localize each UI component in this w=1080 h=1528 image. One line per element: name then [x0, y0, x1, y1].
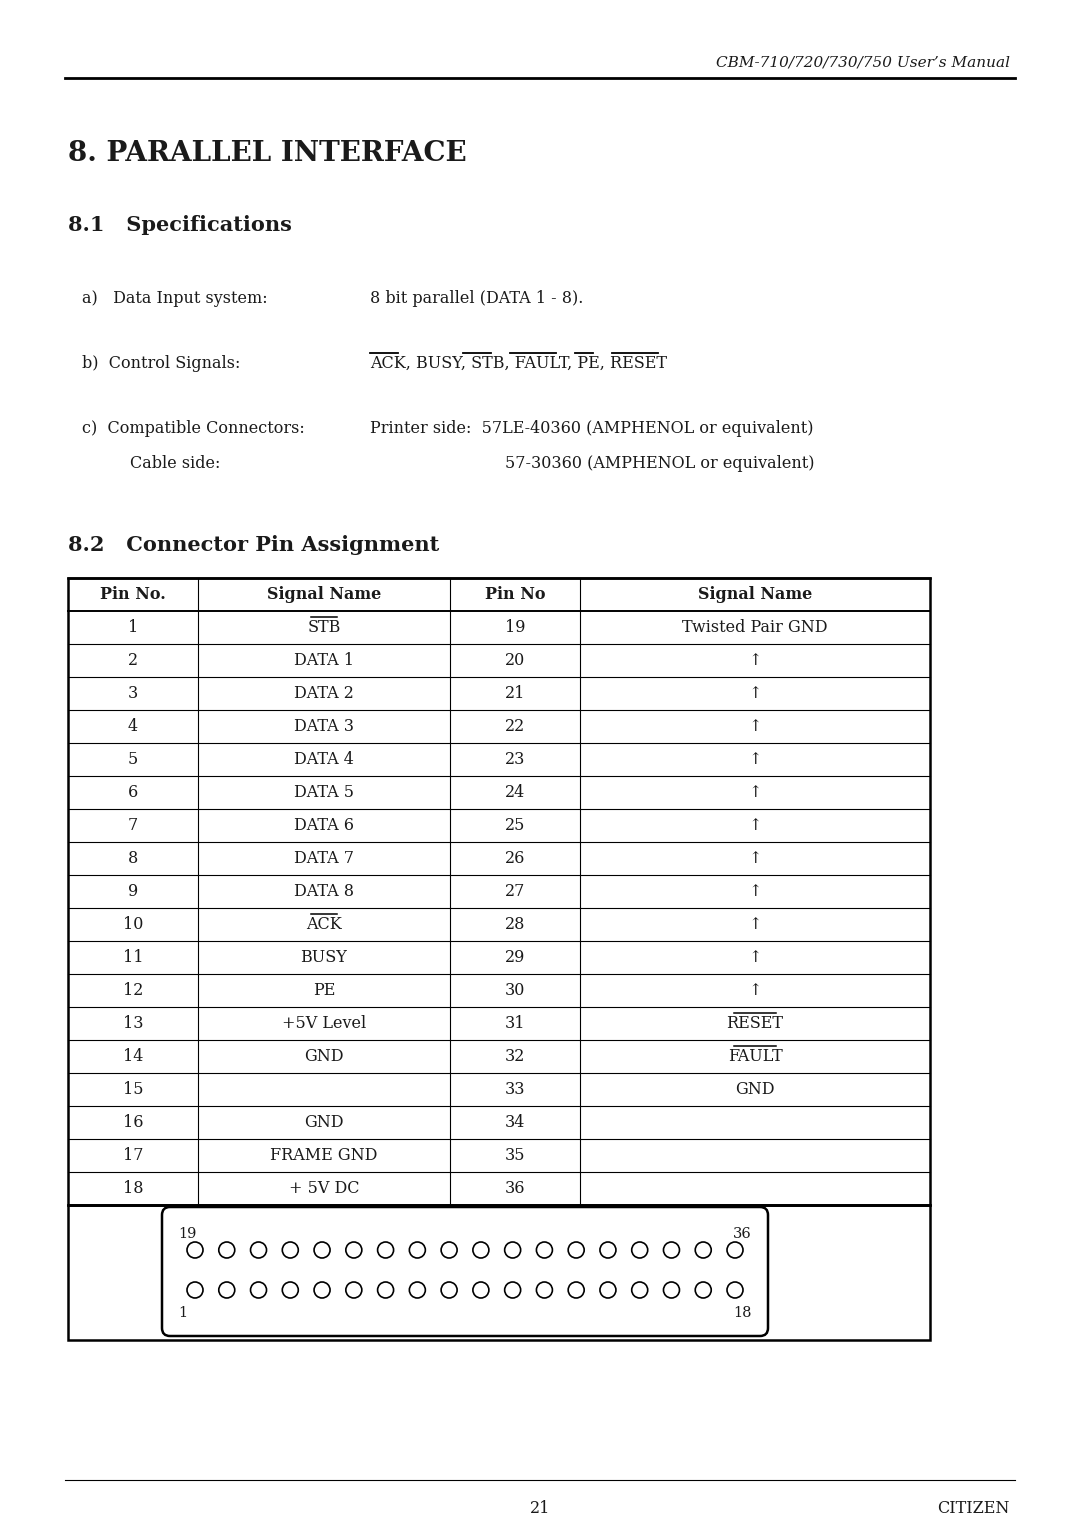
Text: DATA 3: DATA 3 — [294, 718, 354, 735]
Text: DATA 5: DATA 5 — [294, 784, 354, 801]
Text: ↑: ↑ — [748, 983, 761, 999]
Text: + 5V DC: + 5V DC — [288, 1180, 360, 1196]
Text: 11: 11 — [123, 949, 144, 966]
Text: 9: 9 — [127, 883, 138, 900]
Text: STB: STB — [308, 619, 340, 636]
Text: 34: 34 — [504, 1114, 525, 1131]
Text: 23: 23 — [504, 750, 525, 769]
Text: 10: 10 — [123, 915, 144, 934]
Text: 15: 15 — [123, 1080, 144, 1099]
Text: 16: 16 — [123, 1114, 144, 1131]
Bar — [68, 578, 930, 1206]
Text: 8.1   Specifications: 8.1 Specifications — [68, 215, 292, 235]
Text: DATA 4: DATA 4 — [294, 750, 354, 769]
Text: 6: 6 — [127, 784, 138, 801]
Text: 18: 18 — [733, 1306, 752, 1320]
Text: 32: 32 — [504, 1048, 525, 1065]
Text: 19: 19 — [504, 619, 525, 636]
Text: 19: 19 — [178, 1227, 197, 1241]
Text: Cable side:: Cable side: — [130, 455, 220, 472]
Text: ↑: ↑ — [748, 850, 761, 866]
Text: Signal Name: Signal Name — [698, 587, 812, 604]
Text: 27: 27 — [504, 883, 525, 900]
Text: 2: 2 — [127, 652, 138, 669]
Text: 13: 13 — [123, 1015, 144, 1031]
Text: 8 bit parallel (DATA 1 - 8).: 8 bit parallel (DATA 1 - 8). — [370, 290, 583, 307]
Text: ACK, BUSY, STB, FAULT, PE, RESET: ACK, BUSY, STB, FAULT, PE, RESET — [370, 354, 667, 371]
Text: 18: 18 — [123, 1180, 144, 1196]
Text: ↑: ↑ — [748, 784, 761, 801]
Text: 8: 8 — [127, 850, 138, 866]
Text: ↑: ↑ — [748, 915, 761, 934]
Text: 4: 4 — [127, 718, 138, 735]
Text: Printer side:  57LE-40360 (AMPHENOL or equivalent): Printer side: 57LE-40360 (AMPHENOL or eq… — [370, 420, 813, 437]
Text: 12: 12 — [123, 983, 144, 999]
Text: Pin No: Pin No — [485, 587, 545, 604]
Text: CBM-710/720/730/750 User’s Manual: CBM-710/720/730/750 User’s Manual — [716, 55, 1010, 69]
Bar — [68, 1206, 930, 1340]
Text: 22: 22 — [504, 718, 525, 735]
Text: DATA 8: DATA 8 — [294, 883, 354, 900]
Text: DATA 2: DATA 2 — [294, 685, 354, 701]
Text: FRAME GND: FRAME GND — [270, 1148, 378, 1164]
Text: 30: 30 — [504, 983, 525, 999]
Text: b)  Control Signals:: b) Control Signals: — [82, 354, 241, 371]
Text: 8.2   Connector Pin Assignment: 8.2 Connector Pin Assignment — [68, 535, 440, 555]
Text: 36: 36 — [504, 1180, 525, 1196]
Text: 24: 24 — [504, 784, 525, 801]
Text: DATA 7: DATA 7 — [294, 850, 354, 866]
Text: ↑: ↑ — [748, 652, 761, 669]
Text: 33: 33 — [504, 1080, 525, 1099]
Text: ↑: ↑ — [748, 883, 761, 900]
Text: 31: 31 — [504, 1015, 525, 1031]
Text: +5V Level: +5V Level — [282, 1015, 366, 1031]
Text: GND: GND — [305, 1114, 343, 1131]
Text: ↑: ↑ — [748, 817, 761, 834]
Text: 25: 25 — [504, 817, 525, 834]
Text: 57-30360 (AMPHENOL or equivalent): 57-30360 (AMPHENOL or equivalent) — [505, 455, 814, 472]
Text: 21: 21 — [504, 685, 525, 701]
Text: DATA 6: DATA 6 — [294, 817, 354, 834]
Text: c)  Compatible Connectors:: c) Compatible Connectors: — [82, 420, 305, 437]
Text: 20: 20 — [504, 652, 525, 669]
Text: 36: 36 — [733, 1227, 752, 1241]
Text: ↑: ↑ — [748, 949, 761, 966]
Text: FAULT: FAULT — [728, 1048, 782, 1065]
Text: 35: 35 — [504, 1148, 525, 1164]
Text: 28: 28 — [504, 915, 525, 934]
Text: ACK: ACK — [306, 915, 342, 934]
Text: 8. PARALLEL INTERFACE: 8. PARALLEL INTERFACE — [68, 141, 467, 167]
Text: 1: 1 — [127, 619, 138, 636]
Text: ↑: ↑ — [748, 685, 761, 701]
Text: a)   Data Input system:: a) Data Input system: — [82, 290, 268, 307]
Text: DATA 1: DATA 1 — [294, 652, 354, 669]
Text: Twisted Pair GND: Twisted Pair GND — [683, 619, 827, 636]
Text: 29: 29 — [504, 949, 525, 966]
Text: PE: PE — [313, 983, 335, 999]
Text: ↑: ↑ — [748, 718, 761, 735]
Text: BUSY: BUSY — [300, 949, 348, 966]
Text: CITIZEN: CITIZEN — [937, 1500, 1010, 1517]
Text: 17: 17 — [123, 1148, 144, 1164]
Text: 21: 21 — [530, 1500, 550, 1517]
Text: 7: 7 — [127, 817, 138, 834]
Text: 5: 5 — [127, 750, 138, 769]
Text: ↑: ↑ — [748, 750, 761, 769]
Text: 14: 14 — [123, 1048, 144, 1065]
Text: Pin No.: Pin No. — [100, 587, 166, 604]
Text: RESET: RESET — [727, 1015, 783, 1031]
Text: GND: GND — [735, 1080, 774, 1099]
Text: 1: 1 — [178, 1306, 187, 1320]
Text: GND: GND — [305, 1048, 343, 1065]
Text: 26: 26 — [504, 850, 525, 866]
Text: 3: 3 — [127, 685, 138, 701]
Text: Signal Name: Signal Name — [267, 587, 381, 604]
